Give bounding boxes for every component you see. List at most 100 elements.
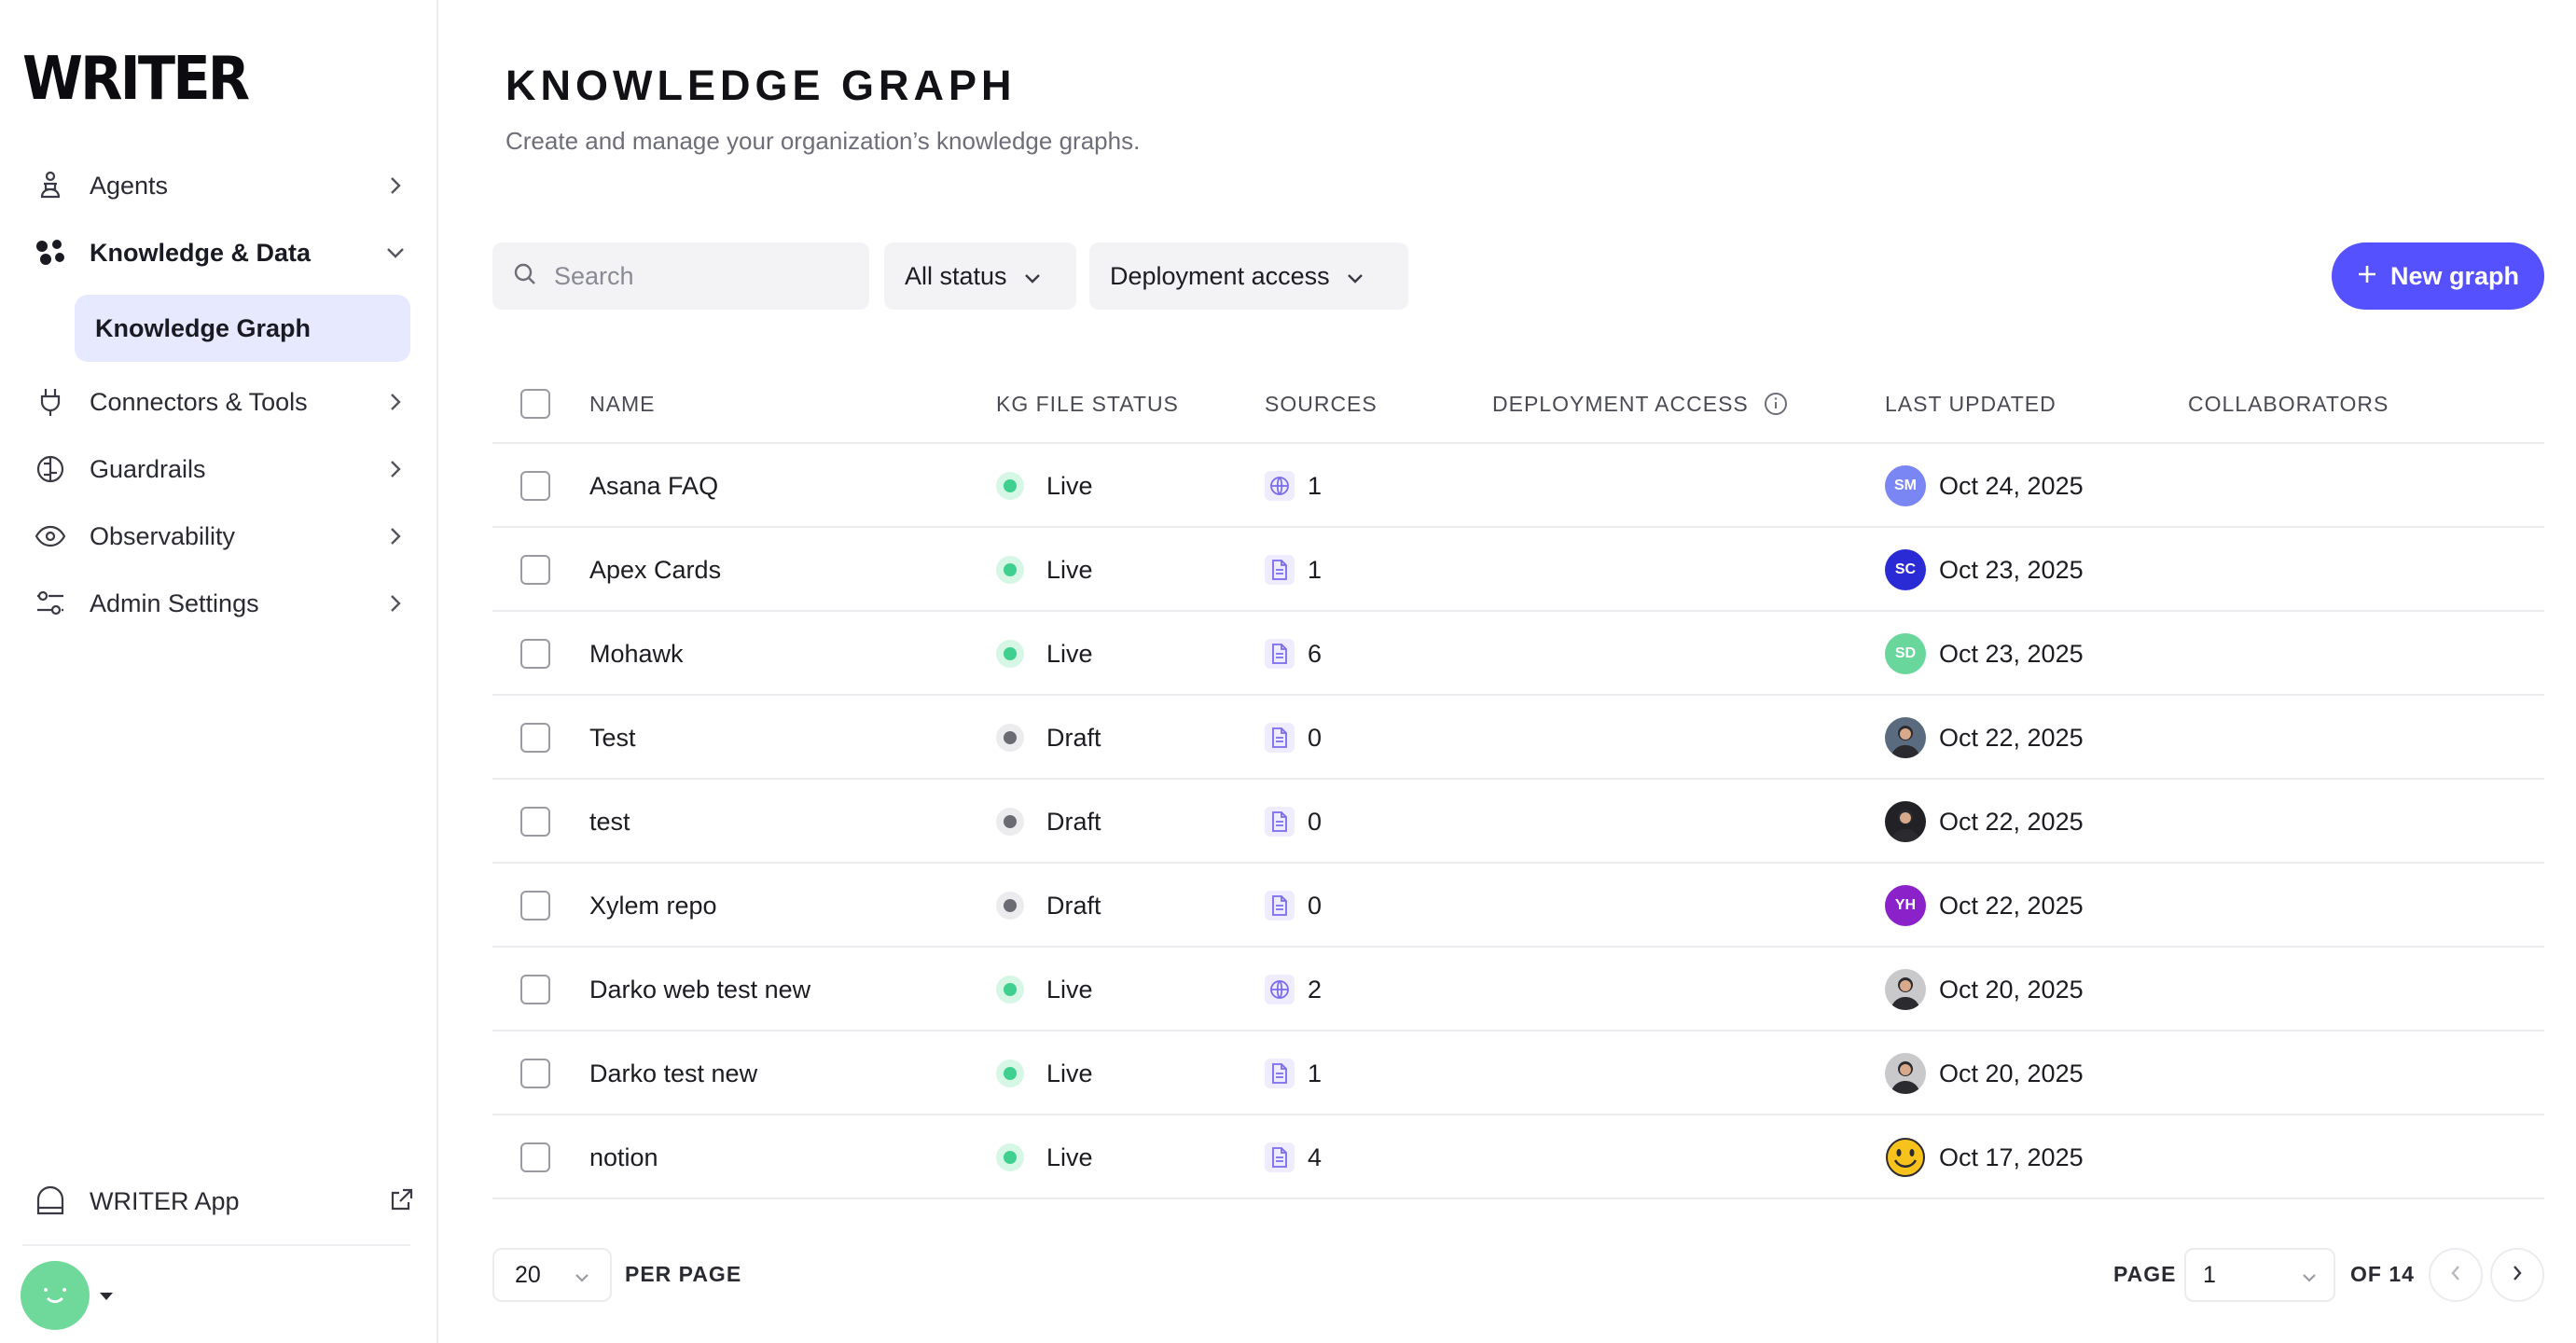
document-icon (1265, 1059, 1295, 1088)
caret-down-icon[interactable] (99, 1289, 114, 1306)
user-avatar[interactable] (21, 1261, 90, 1330)
sources-count: 0 (1308, 891, 1323, 920)
page-value: 1 (2203, 1261, 2216, 1288)
sidebar-item-admin-settings[interactable]: Admin Settings (22, 575, 414, 632)
globe-icon (1265, 975, 1295, 1004)
writer-app-link[interactable]: WRITER App (22, 1173, 414, 1229)
sidebar-item-guardrails[interactable]: Guardrails (22, 440, 414, 498)
row-checkbox[interactable] (520, 639, 550, 669)
row-checkbox[interactable] (520, 1059, 550, 1088)
guardrails-icon (22, 454, 90, 484)
sources-count: 0 (1308, 723, 1323, 752)
sidebar-divider (22, 1244, 410, 1246)
writer-logo[interactable]: WRITER (22, 45, 250, 114)
table-row[interactable]: Test Draft 0 Oct 22, 2025 (492, 696, 2544, 780)
table-row[interactable]: Asana FAQ Live 1 SM Oct 24, 2025 (492, 444, 2544, 528)
page-select[interactable]: 1 (2184, 1248, 2335, 1302)
status-dot-icon (996, 556, 1024, 584)
graph-name[interactable]: Asana FAQ (589, 471, 719, 500)
row-select-cell (520, 696, 550, 780)
table-row[interactable]: Apex Cards Live 1 SC Oct 23, 2025 (492, 528, 2544, 612)
sources-cell: 6 (1265, 612, 1322, 696)
chevron-left-icon (2450, 1265, 2461, 1286)
writer-app-label: WRITER App (90, 1186, 240, 1215)
row-checkbox[interactable] (520, 975, 550, 1004)
graph-name[interactable]: Test (589, 723, 636, 752)
graph-name[interactable]: Darko web test new (589, 975, 811, 1004)
avatar-initials: YH (1894, 897, 1917, 913)
last-updated-date: Oct 23, 2025 (1939, 555, 2084, 584)
row-checkbox[interactable] (520, 807, 550, 837)
sidebar-item-agents[interactable]: Agents (22, 157, 414, 215)
eye-icon (22, 525, 90, 547)
updated-by-avatar: YH (1885, 885, 1926, 926)
per-page-select[interactable]: 20 (492, 1248, 612, 1302)
globe-icon (1265, 471, 1295, 501)
table-row[interactable]: Darko test new Live 1 Oct 20, 2025 (492, 1031, 2544, 1115)
status-cell: Live (996, 612, 1093, 696)
table-body: Asana FAQ Live 1 SM Oct 24, 2025 Apex Cards Li… (492, 444, 2544, 1199)
chat-bot-icon (22, 1185, 90, 1217)
row-checkbox[interactable] (520, 1142, 550, 1172)
chevron-down-icon (2302, 1262, 2317, 1289)
row-checkbox[interactable] (520, 471, 550, 501)
table-row[interactable]: test Draft 0 Oct 22, 2025 (492, 780, 2544, 864)
column-header-sources[interactable]: SOURCES (1265, 391, 1378, 416)
chevron-right-icon (377, 593, 414, 614)
per-page-value: 20 (515, 1261, 541, 1288)
row-select-cell (520, 1115, 550, 1199)
page-count-label: OF 14 (2350, 1262, 2415, 1286)
sidebar-item-connectors-tools[interactable]: Connectors & Tools (22, 373, 414, 431)
chevron-right-icon (377, 175, 414, 196)
search-input[interactable] (554, 261, 852, 291)
status-dot-icon (996, 640, 1024, 668)
status-label: Live (1046, 1142, 1093, 1171)
graph-name[interactable]: notion (589, 1142, 658, 1171)
info-icon[interactable] (1764, 392, 1788, 416)
smiley-avatar-icon (1885, 1137, 1926, 1178)
last-updated-cell: Oct 22, 2025 (1885, 696, 2084, 780)
row-checkbox[interactable] (520, 555, 550, 585)
row-checkbox[interactable] (520, 723, 550, 753)
updated-by-avatar (1885, 801, 1926, 842)
person-photo-icon (1885, 1053, 1926, 1094)
next-page-button[interactable] (2490, 1248, 2544, 1302)
graph-name[interactable]: test (589, 807, 630, 836)
status-dot-icon (996, 1143, 1024, 1171)
graph-name[interactable]: Apex Cards (589, 555, 722, 584)
table-row[interactable]: Darko web test new Live 2 Oct 20, 2025 (492, 948, 2544, 1031)
row-checkbox[interactable] (520, 891, 550, 921)
last-updated-cell: Oct 22, 2025 (1885, 780, 2084, 864)
chevron-down-icon (1024, 262, 1041, 291)
table-row[interactable]: notion Live 4 Oct 17, 2025 (492, 1115, 2544, 1199)
search-box[interactable] (492, 242, 869, 310)
previous-page-button[interactable] (2429, 1248, 2483, 1302)
sources-count: 1 (1308, 555, 1323, 584)
graph-name[interactable]: Xylem repo (589, 891, 717, 920)
sources-count: 6 (1308, 639, 1323, 668)
document-icon (1265, 1142, 1295, 1172)
sidebar-item-knowledge-data[interactable]: Knowledge & Data (22, 224, 414, 282)
graph-name[interactable]: Darko test new (589, 1059, 758, 1087)
table-row[interactable]: Mohawk Live 6 SD Oct 23, 2025 (492, 612, 2544, 696)
column-header-name[interactable]: NAME (589, 391, 656, 416)
table-row[interactable]: Xylem repo Draft 0 YH Oct 22, 2025 (492, 864, 2544, 948)
graph-name[interactable]: Mohawk (589, 639, 684, 668)
sidebar-item-knowledge-graph[interactable]: Knowledge Graph (75, 295, 410, 362)
row-select-cell (520, 444, 550, 528)
status-filter-dropdown[interactable]: All status (884, 242, 1076, 310)
sidebar-item-observability[interactable]: Observability (22, 507, 414, 565)
updated-by-avatar: SD (1885, 633, 1926, 674)
column-header-last-updated[interactable]: LAST UPDATED (1885, 391, 2057, 416)
status-cell: Draft (996, 864, 1101, 948)
new-graph-button[interactable]: New graph (2332, 242, 2544, 310)
deployment-access-dropdown[interactable]: Deployment access (1089, 242, 1408, 310)
avatar-initials: SD (1894, 645, 1917, 661)
status-label: Draft (1046, 807, 1101, 836)
status-label: Live (1046, 555, 1093, 584)
updated-by-avatar (1885, 1137, 1926, 1178)
external-link-icon (390, 1187, 414, 1216)
status-dot-icon (996, 976, 1024, 1004)
column-header-status[interactable]: KG FILE STATUS (996, 391, 1179, 416)
select-all-checkbox[interactable] (520, 389, 550, 419)
